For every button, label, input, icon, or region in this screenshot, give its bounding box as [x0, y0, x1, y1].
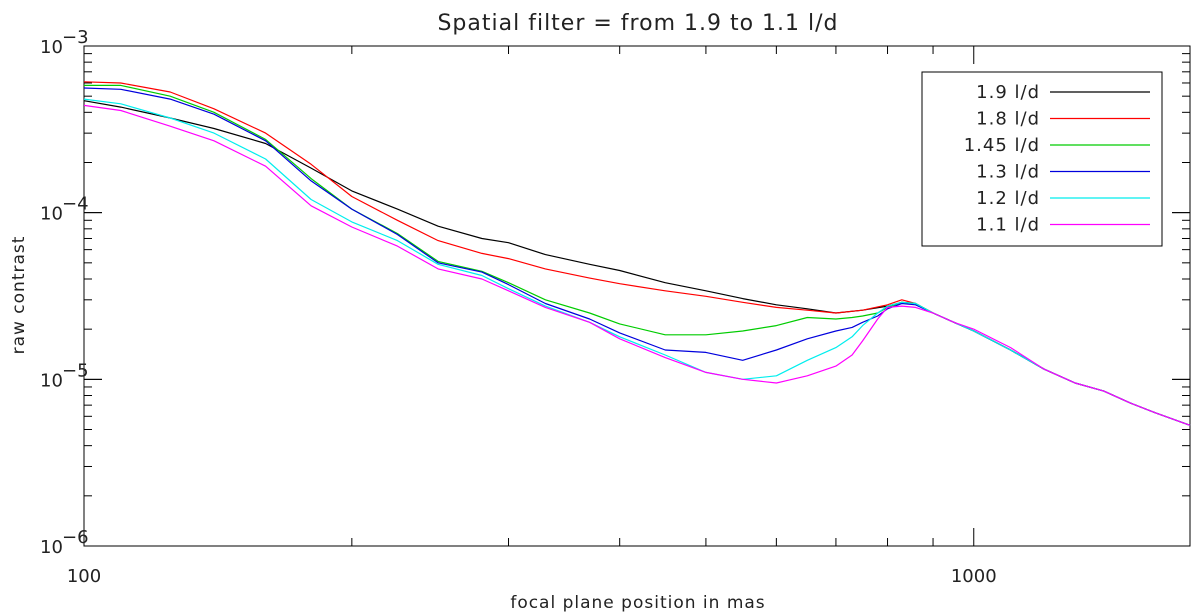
- legend-label: 1.3 l/d: [976, 162, 1040, 183]
- legend: 1.9 l/d 1.8 l/d 1.45 l/d 1.3 l/d 1.2 l/d 1.1 …: [921, 71, 1163, 247]
- y-axis-label: raw contrast: [9, 236, 29, 355]
- legend-label: 1.45 l/d: [964, 135, 1040, 156]
- x-tick-label: 100: [67, 566, 101, 587]
- plot-frame: [83, 45, 1191, 547]
- y-tick-exponent: −5: [62, 360, 89, 381]
- y-tick-label: 10: [40, 37, 63, 58]
- chart-title: Spatial filter = from 1.9 to 1.1 l/d: [437, 11, 838, 36]
- y-tick-label: 10: [40, 204, 63, 225]
- legend-label: 1.1 l/d: [976, 215, 1040, 236]
- series-line-1-2-l-d: [83, 98, 1191, 426]
- legend-box: [921, 71, 1163, 247]
- x-axis-label: focal plane position in mas: [510, 593, 765, 613]
- y-tick-exponent: −4: [62, 194, 89, 215]
- x-tick-label: 1000: [951, 566, 997, 587]
- y-tick-exponent: −6: [62, 527, 89, 548]
- y-tick-label: 10: [40, 537, 63, 558]
- y-tick-label: 10: [40, 370, 63, 391]
- series-line-1-1-l-d: [83, 104, 1191, 426]
- legend-label: 1.9 l/d: [976, 82, 1040, 103]
- legend-label: 1.8 l/d: [976, 109, 1040, 130]
- legend-label: 1.2 l/d: [976, 188, 1040, 209]
- y-tick-exponent: −3: [62, 27, 89, 48]
